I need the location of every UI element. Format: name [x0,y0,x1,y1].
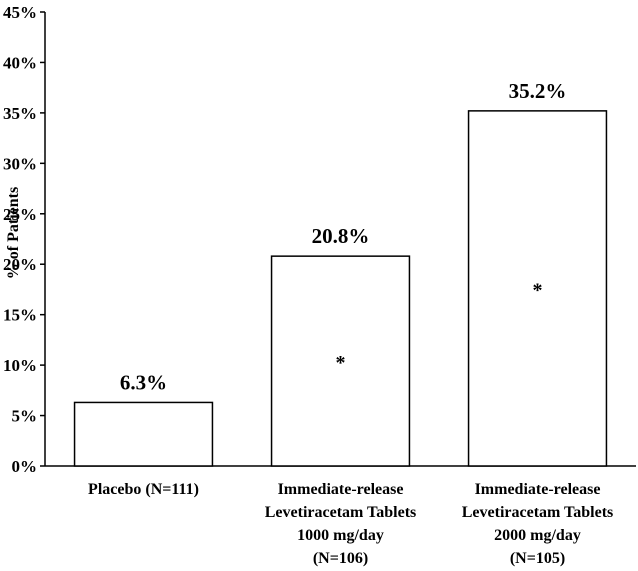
y-tick-label: 30% [3,154,37,173]
significance-marker: * [336,352,346,374]
x-category-label: Levetiracetam Tablets [265,504,417,521]
bars [73,110,608,467]
data-label: 35.2% [509,79,567,103]
category-labels: Placebo (N=111) Immediate-release Levetira… [88,481,613,567]
x-category-label: Placebo (N=111) [88,481,199,498]
y-tick-label: 35% [3,104,37,123]
x-category-label: Immediate-release [278,481,404,498]
x-category-label: 1000 mg/day [297,527,384,544]
x-category-label: (N=105) [510,550,565,567]
data-label: 20.8% [312,224,370,248]
y-tick-label: 15% [3,306,37,325]
y-tick-label: 0% [12,457,38,476]
y-tick-label: 25% [3,205,37,224]
x-category-label: 2000 mg/day [494,527,581,544]
y-tick-label: 5% [12,407,38,426]
y-axis-title: % of Patients [5,187,22,279]
bar [270,255,411,467]
y-axis-ticks: 0% 5% 10% 15% 20% 25% 30% 35% 40% 45% [3,3,45,476]
significance-marker: * [533,279,543,301]
bar [467,110,608,467]
y-tick-label: 10% [3,356,37,375]
x-category-label: (N=106) [313,550,368,567]
x-category-label: Levetiracetam Tablets [462,504,614,521]
bar [73,401,214,467]
y-tick-label: 45% [3,3,37,22]
y-tick-label: 40% [3,53,37,72]
data-labels: 6.3% 20.8% * 35.2% * [120,79,567,395]
data-label: 6.3% [120,370,167,394]
x-category-label: Immediate-release [475,481,601,498]
y-tick-label: 20% [3,255,37,274]
